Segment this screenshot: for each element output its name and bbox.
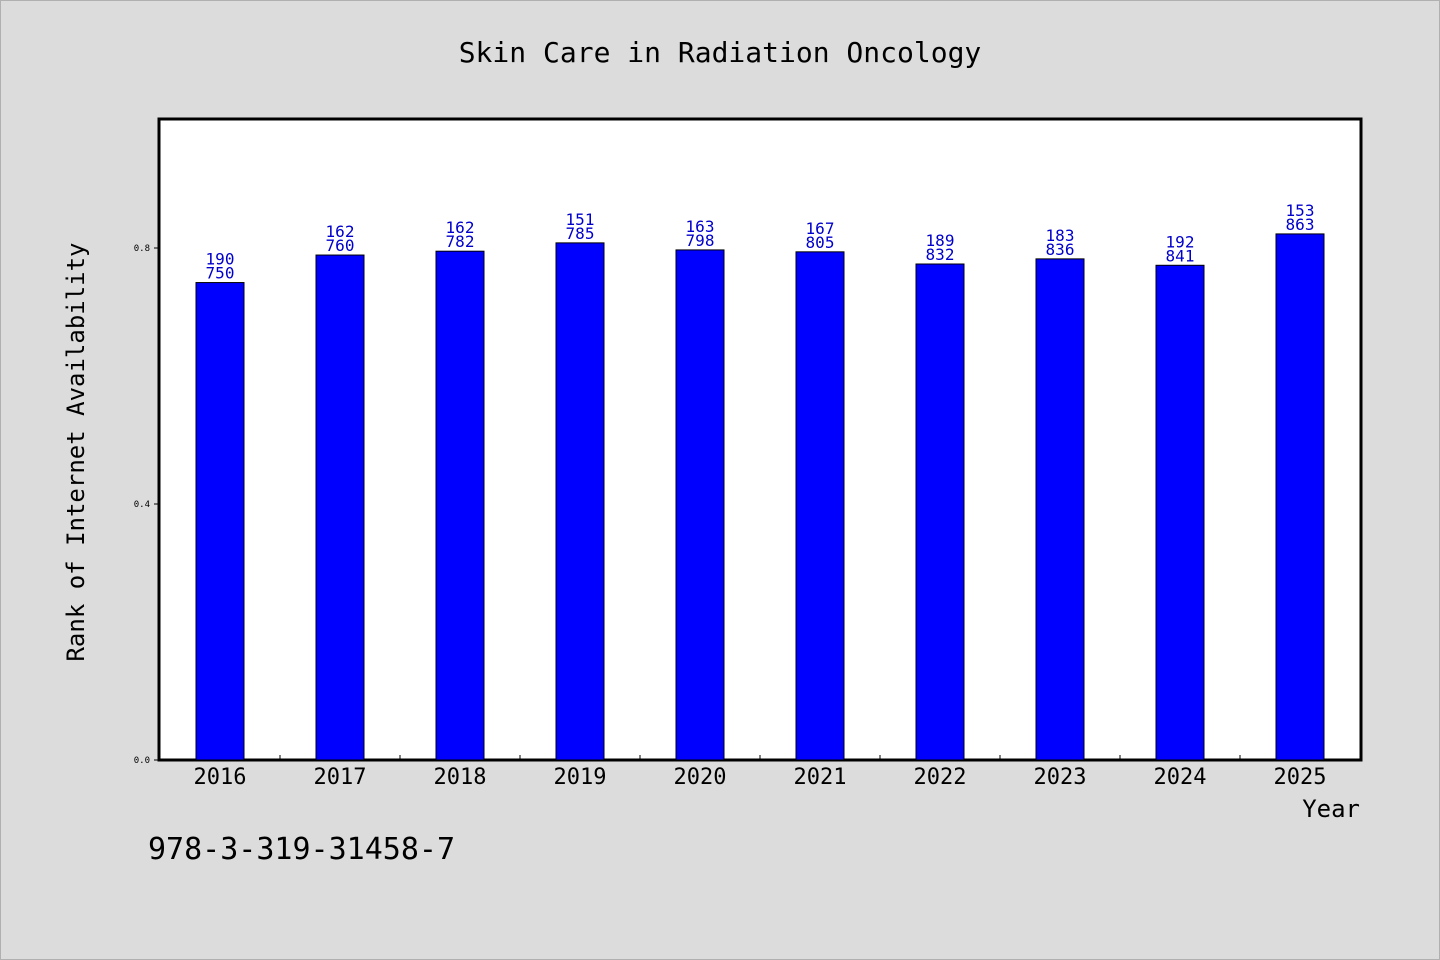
bar-label-bottom: 785 [566, 224, 595, 243]
bar [915, 263, 965, 761]
bar-label-top: 183 [1046, 226, 1075, 245]
isbn-text: 978-3-319-31458-7 [148, 832, 456, 867]
bar-label-top: 162 [446, 218, 475, 237]
bar-label-bottom: 841 [1166, 246, 1195, 265]
x-tick-label: 2018 [434, 765, 487, 790]
bar-label-bottom: 798 [686, 231, 715, 250]
x-tick-label: 2021 [794, 765, 847, 790]
bar-label-top: 192 [1166, 232, 1195, 251]
chart-title: Skin Care in Radiation Oncology [459, 36, 982, 69]
bar-label-top: 190 [206, 250, 235, 269]
x-tick-label: 2017 [314, 765, 367, 790]
x-tick-label: 2023 [1034, 765, 1087, 790]
bar [675, 249, 725, 761]
bar-label-top: 153 [1286, 201, 1315, 220]
bar [195, 282, 245, 761]
x-tick-label: 2020 [674, 765, 727, 790]
bar [1035, 258, 1085, 761]
bar-label-bottom: 805 [806, 233, 835, 252]
bar-label-bottom: 760 [326, 236, 355, 255]
bar-label-top: 151 [566, 210, 595, 229]
bar [315, 254, 365, 761]
bar [435, 250, 485, 761]
bar-label-bottom: 863 [1286, 215, 1315, 234]
bars-layer [195, 233, 1325, 761]
y-axis-label: Rank of Internet Availability [62, 242, 90, 661]
y-tick-label: 0.8 [134, 244, 150, 254]
y-tick-label: 0.0 [134, 756, 150, 766]
bar-label-bottom: 782 [446, 232, 475, 251]
x-tick-label: 2025 [1274, 765, 1327, 790]
bar-label-bottom: 750 [206, 264, 235, 283]
x-tick-label: 2016 [194, 765, 247, 790]
axis-layer: 2016 2017 2018 2019 2020 2021 2022 2023 2024 2025… [134, 244, 1327, 790]
x-axis-label: Year [1302, 795, 1360, 823]
bar [795, 251, 845, 761]
bar-label-bottom: 836 [1046, 240, 1075, 259]
bar [1275, 233, 1325, 761]
bar-label-top: 189 [926, 231, 955, 250]
y-tick-label: 0.4 [134, 500, 150, 510]
bar [1155, 264, 1205, 761]
x-tick-label: 2024 [1154, 765, 1207, 790]
bar-label-top: 163 [686, 217, 715, 236]
bar-label-bottom: 832 [926, 245, 955, 264]
x-tick-label: 2022 [914, 765, 967, 790]
bar-label-top: 162 [326, 222, 355, 241]
x-tick-label: 2019 [554, 765, 607, 790]
bar [555, 242, 605, 761]
bar-label-top: 167 [806, 219, 835, 238]
